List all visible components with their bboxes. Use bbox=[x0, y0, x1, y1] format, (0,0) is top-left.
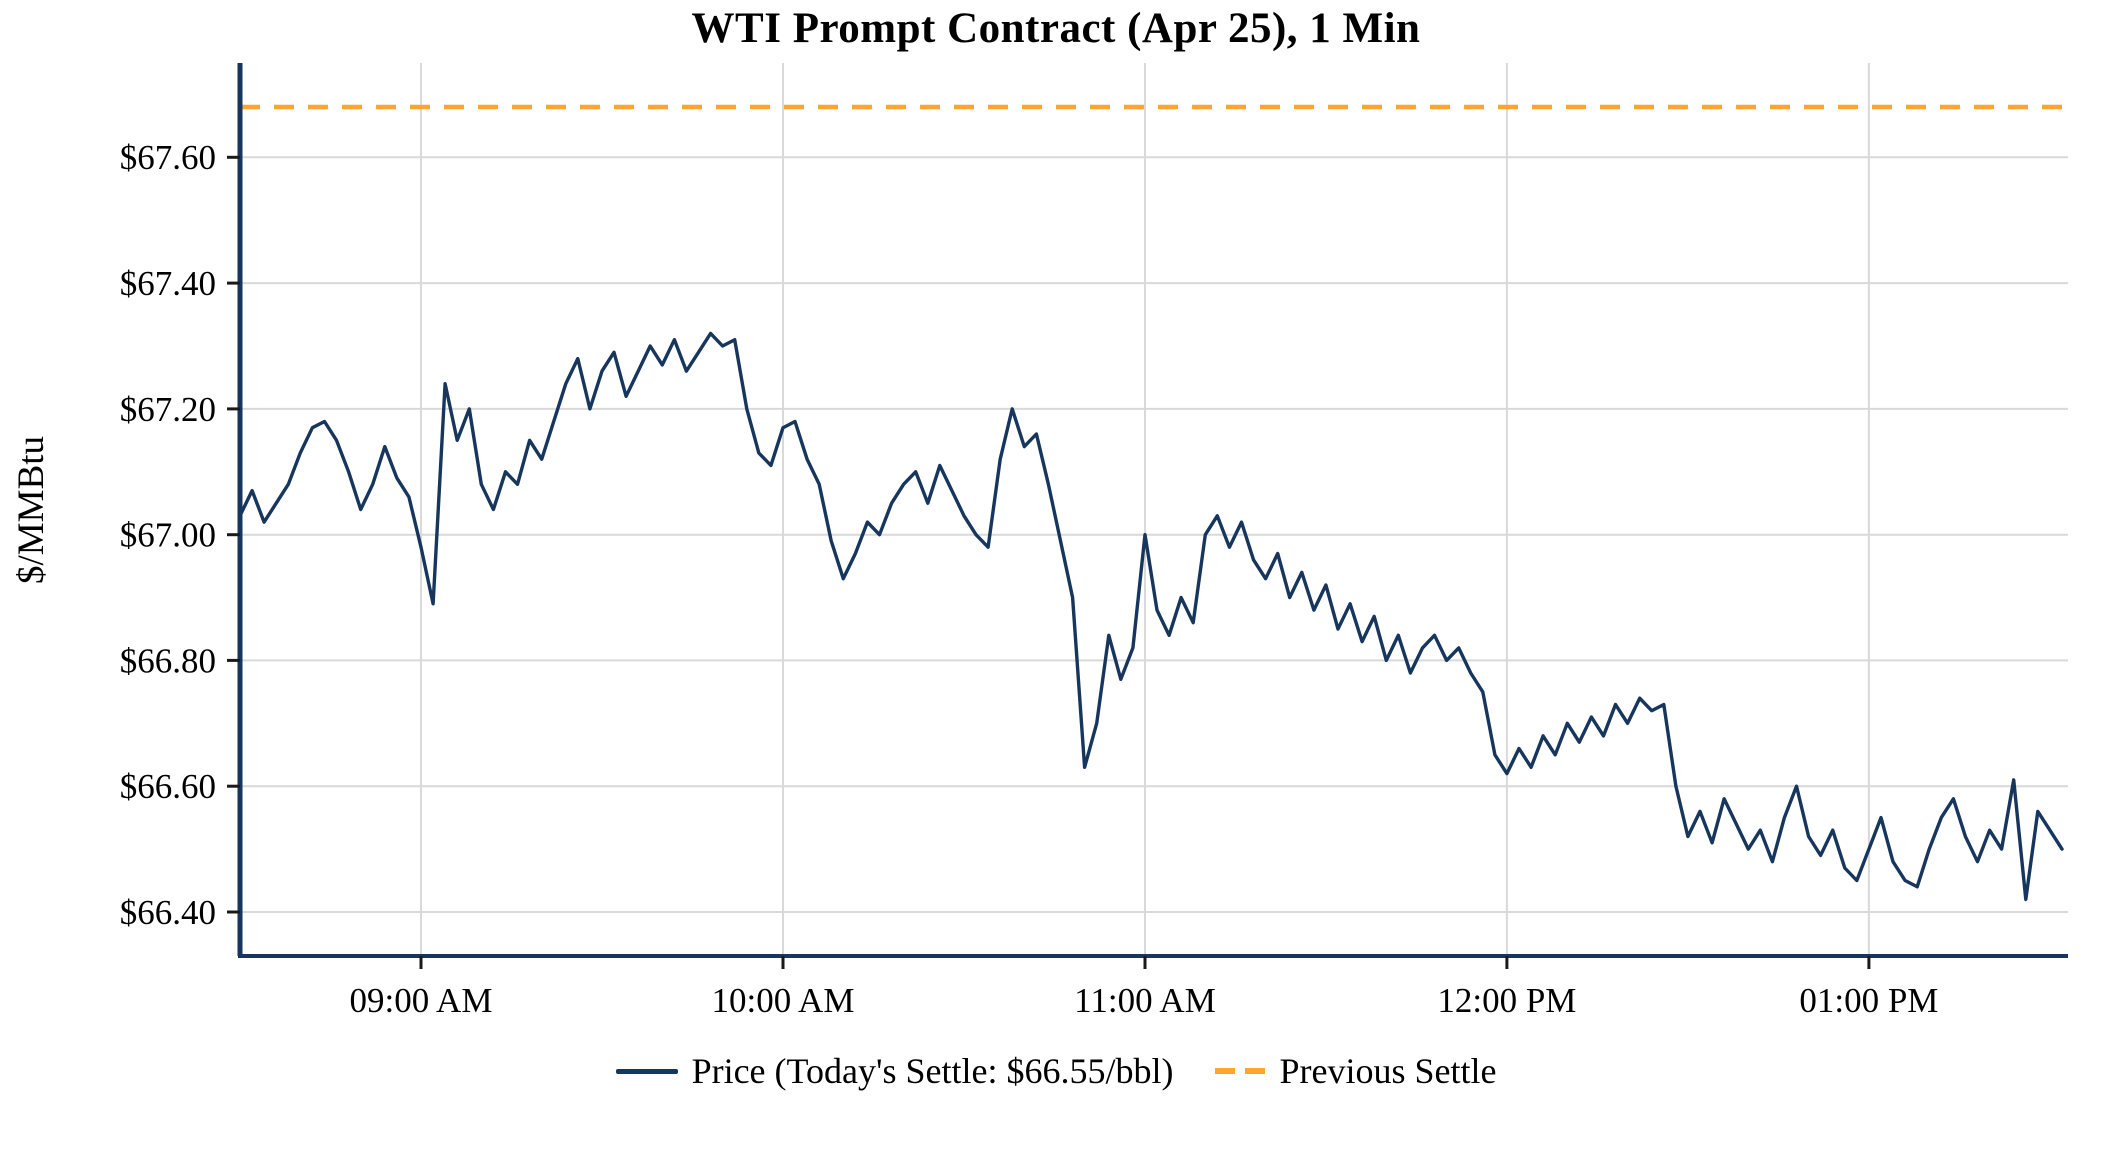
y-tick-label: $67.40 bbox=[120, 264, 216, 303]
x-tick-label: 01:00 PM bbox=[1799, 981, 1938, 1020]
x-tick-label: 12:00 PM bbox=[1437, 981, 1576, 1020]
price-legend-label: Price (Today's Settle: $66.55/bbl) bbox=[691, 1051, 1174, 1091]
y-tick-label: $66.40 bbox=[120, 893, 216, 932]
price-line-sample bbox=[615, 1068, 678, 1074]
previous-settle-legend-label: Previous Settle bbox=[1279, 1051, 1497, 1091]
legend-item-previous-settle: Previous Settle bbox=[1215, 1050, 1496, 1092]
y-tick-label: $67.60 bbox=[120, 138, 216, 177]
x-tick-label: 09:00 AM bbox=[350, 981, 493, 1020]
legend-item-price: Price (Today's Settle: $66.55/bbl) bbox=[615, 1050, 1174, 1092]
price-line bbox=[238, 331, 2064, 902]
y-tick-label: $66.60 bbox=[120, 767, 216, 806]
previous-settle-line-sample bbox=[1215, 1068, 1266, 1074]
x-tick-label: 10:00 AM bbox=[712, 981, 855, 1020]
y-tick-label: $67.00 bbox=[120, 516, 216, 555]
chart-legend: Price (Today's Settle: $66.55/bbl) Previ… bbox=[0, 1050, 2112, 1092]
y-tick-label: $66.80 bbox=[120, 641, 216, 680]
x-tick-label: 11:00 AM bbox=[1074, 981, 1216, 1020]
y-tick-label: $67.20 bbox=[120, 390, 216, 429]
chart-title: WTI Prompt Contract (Apr 25), 1 Min bbox=[691, 5, 1421, 52]
